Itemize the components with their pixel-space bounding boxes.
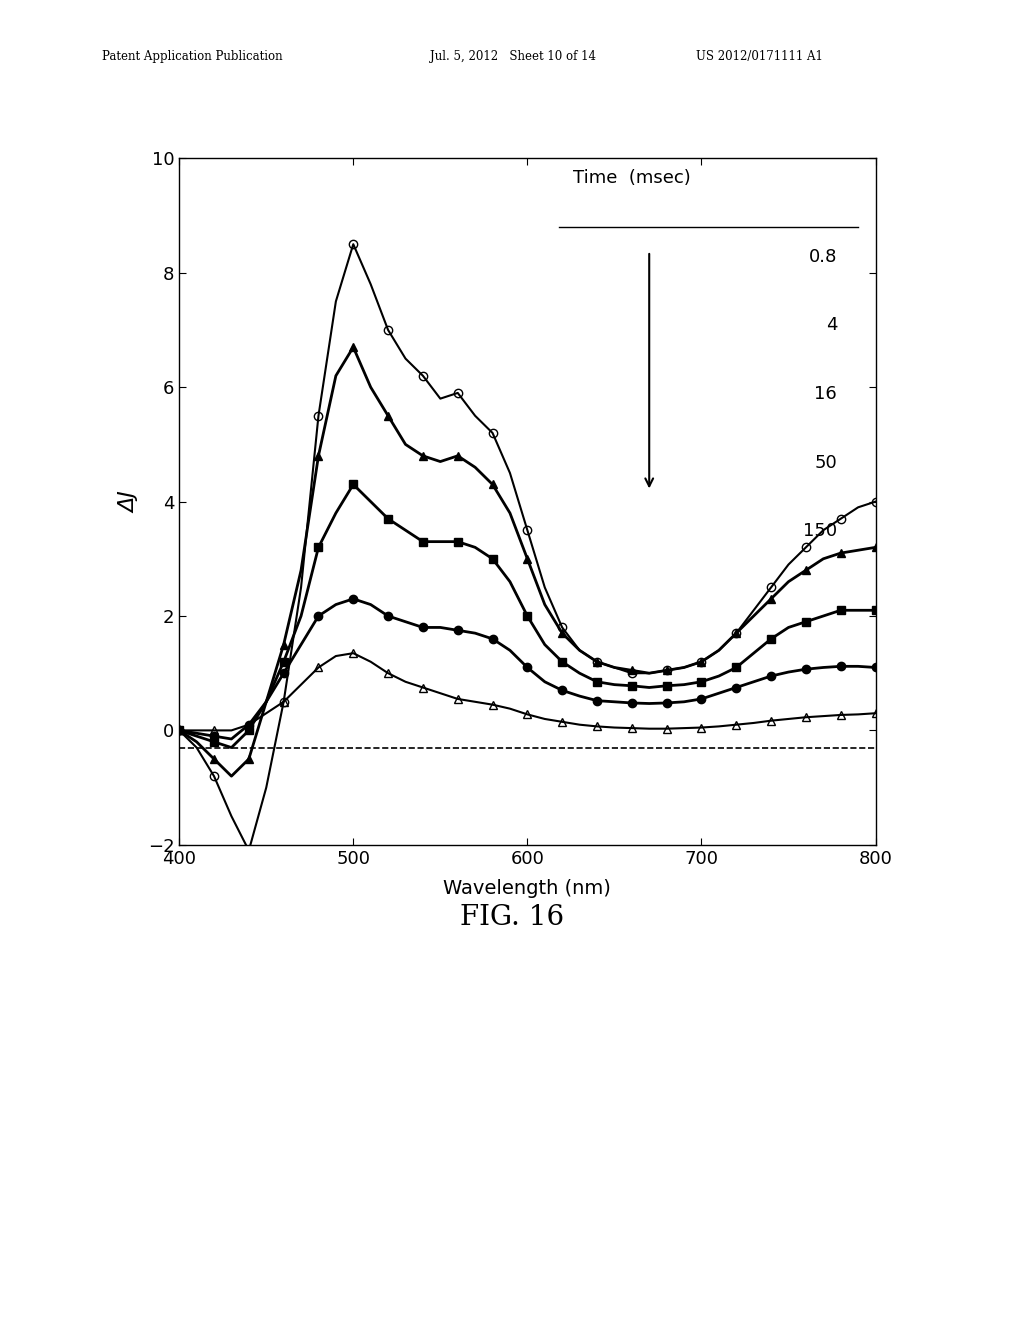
Text: 4: 4 [825,317,838,334]
Text: 0.8: 0.8 [809,248,838,265]
Text: US 2012/0171111 A1: US 2012/0171111 A1 [696,50,823,63]
Text: 16: 16 [814,385,838,403]
Text: 50: 50 [814,454,838,471]
Text: Patent Application Publication: Patent Application Publication [102,50,283,63]
Text: Jul. 5, 2012   Sheet 10 of 14: Jul. 5, 2012 Sheet 10 of 14 [430,50,596,63]
X-axis label: Wavelength (nm): Wavelength (nm) [443,879,611,898]
Text: FIG. 16: FIG. 16 [460,904,564,931]
Text: 150: 150 [803,523,838,540]
Text: Time  (msec): Time (msec) [572,169,690,186]
Y-axis label: ΔJ: ΔJ [120,491,139,512]
